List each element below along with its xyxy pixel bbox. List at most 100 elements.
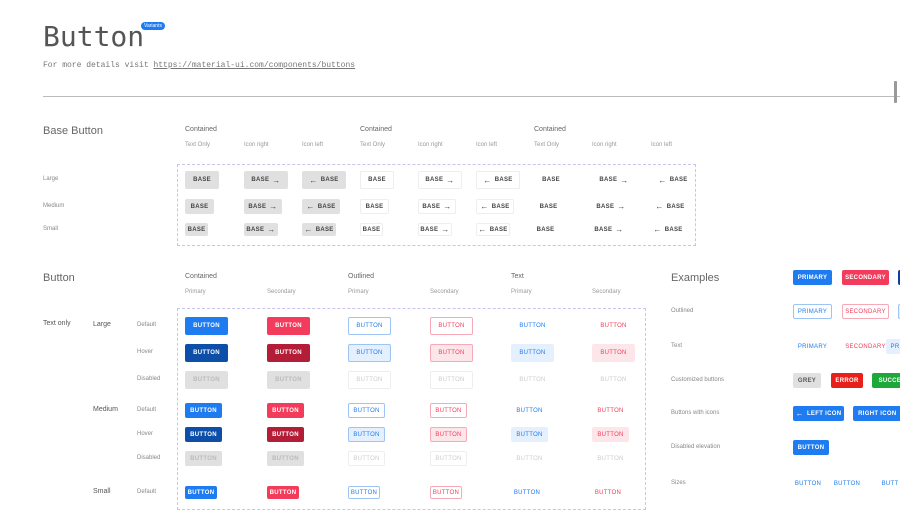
- button-default[interactable]: BUTTON: [348, 486, 380, 499]
- example-button[interactable]: BUTTON: [832, 476, 862, 491]
- button-hover[interactable]: BUTTON: [348, 427, 385, 442]
- button-hover[interactable]: BUTTON: [430, 344, 473, 362]
- button-default[interactable]: BUTTON: [430, 486, 462, 499]
- example-button[interactable]: SECONDARY: [842, 270, 889, 285]
- column-header: Primary: [348, 289, 369, 295]
- button-default[interactable]: BUTTON: [430, 317, 473, 335]
- example-button[interactable]: BUTT: [875, 476, 900, 491]
- button-label: BUTTON: [519, 350, 545, 356]
- button-default[interactable]: BUTTON: [511, 317, 554, 335]
- button-default[interactable]: BUTTON: [592, 317, 635, 335]
- button-default[interactable]: BUTTON: [592, 486, 624, 499]
- example-button[interactable]: GREY: [793, 373, 821, 388]
- button-label: BASE: [425, 177, 443, 183]
- base-button[interactable]: BASE→: [244, 199, 282, 214]
- button-default[interactable]: BUTTON: [348, 403, 385, 418]
- base-button[interactable]: ←BASE: [302, 171, 346, 189]
- button-default[interactable]: BUTTON: [511, 403, 548, 418]
- arrow-left-icon: ←: [306, 202, 314, 211]
- base-button[interactable]: BASE→: [418, 223, 452, 236]
- arrow-left-icon: ←: [309, 176, 317, 185]
- button-label: BUTTON: [438, 323, 464, 329]
- arrow-left-icon: ←: [655, 202, 663, 211]
- example-button[interactable]: PRIMARY: [793, 304, 832, 319]
- base-button[interactable]: ←BASE: [476, 199, 514, 214]
- base-button[interactable]: BASE→: [244, 223, 278, 236]
- button-label: PRIMARY: [798, 275, 828, 281]
- base-button[interactable]: ←BASE: [476, 171, 520, 189]
- example-button[interactable]: SECONDARY: [842, 304, 889, 319]
- button-label: BASE: [599, 177, 617, 183]
- base-button[interactable]: ←BASE: [302, 223, 336, 236]
- state-label: Default: [137, 322, 156, 328]
- arrow-left-icon: ←: [796, 409, 804, 418]
- button-default[interactable]: BUTTON: [430, 403, 467, 418]
- base-button[interactable]: BASE→: [418, 199, 456, 214]
- slider-handle[interactable]: [894, 81, 897, 103]
- button-default[interactable]: BUTTON: [592, 403, 629, 418]
- button-label: BUTTON: [600, 350, 626, 356]
- base-button[interactable]: BASE: [360, 199, 389, 214]
- button-hover[interactable]: BUTTON: [592, 344, 635, 362]
- button-disabled: BUTTON: [348, 371, 391, 389]
- base-button[interactable]: ←BASE: [302, 199, 340, 214]
- button-label: BUTTON: [275, 350, 302, 356]
- button-default[interactable]: BUTTON: [267, 403, 304, 418]
- button-disabled: BUTTON: [185, 371, 228, 389]
- button-hover[interactable]: BUTTON: [185, 427, 222, 442]
- base-button[interactable]: BASE: [360, 223, 383, 236]
- button-hover[interactable]: BUTTON: [267, 427, 304, 442]
- button-label: BASE: [366, 204, 384, 210]
- button-hover[interactable]: BUTTON: [511, 344, 554, 362]
- base-button[interactable]: BASE: [360, 171, 394, 189]
- button-label: BASE: [363, 227, 381, 233]
- docs-link[interactable]: https://material-ui.com/components/butto…: [153, 61, 355, 70]
- button-label: PRIMARY: [798, 309, 827, 315]
- base-button[interactable]: BASE: [534, 199, 563, 214]
- example-button[interactable]: SUCCES: [872, 373, 900, 388]
- base-button[interactable]: BASE: [534, 171, 568, 189]
- button-hover[interactable]: BUTTON: [185, 344, 228, 362]
- base-button[interactable]: BASE→: [418, 171, 462, 189]
- button-default[interactable]: BUTTON: [511, 486, 543, 499]
- button-default[interactable]: BUTTON: [267, 486, 299, 499]
- base-button[interactable]: ←BASE: [476, 223, 510, 236]
- example-button[interactable]: SECONDARY: [842, 339, 889, 354]
- arrow-left-icon: ←: [658, 176, 666, 185]
- example-button[interactable]: PRI: [886, 339, 900, 354]
- base-button[interactable]: ←BASE: [651, 199, 689, 214]
- base-button[interactable]: BASE: [185, 171, 219, 189]
- example-button[interactable]: BUTTON: [793, 476, 823, 491]
- button-hover[interactable]: BUTTON: [430, 427, 467, 442]
- example-button[interactable]: ERROR: [831, 373, 863, 388]
- example-button[interactable]: BUTTON: [793, 440, 829, 455]
- example-button[interactable]: PRIMARY: [793, 270, 832, 285]
- button-label: BASE: [665, 227, 683, 233]
- base-button[interactable]: BASE→: [592, 171, 636, 189]
- button-hover[interactable]: BUTTON: [267, 344, 310, 362]
- button-disabled: BUTTON: [430, 451, 467, 466]
- button-default[interactable]: BUTTON: [185, 403, 222, 418]
- button-hover[interactable]: BUTTON: [511, 427, 548, 442]
- button-default[interactable]: BUTTON: [185, 486, 217, 499]
- size-label: Small: [43, 226, 58, 232]
- button-label: BUTTON: [272, 456, 299, 462]
- button-default[interactable]: BUTTON: [348, 317, 391, 335]
- base-button[interactable]: BASE→: [592, 223, 626, 236]
- base-button[interactable]: ←BASE: [651, 223, 685, 236]
- base-button[interactable]: BASE→: [592, 199, 630, 214]
- example-button[interactable]: PRIMARY: [793, 339, 832, 354]
- base-button[interactable]: BASE: [534, 223, 557, 236]
- base-button[interactable]: BASE→: [244, 171, 288, 189]
- base-button[interactable]: ←BASE: [651, 171, 695, 189]
- example-label: Customized buttons: [671, 377, 724, 383]
- base-button[interactable]: BASE: [185, 199, 214, 214]
- button-hover[interactable]: BUTTON: [592, 427, 629, 442]
- base-button[interactable]: BASE: [185, 223, 208, 236]
- example-button[interactable]: ←LEFT ICON: [793, 406, 844, 421]
- button-default[interactable]: BUTTON: [267, 317, 310, 335]
- button-hover[interactable]: BUTTON: [348, 344, 391, 362]
- example-button[interactable]: RIGHT ICON→: [853, 406, 900, 421]
- button-label: BUTTON: [595, 490, 621, 496]
- button-default[interactable]: BUTTON: [185, 317, 228, 335]
